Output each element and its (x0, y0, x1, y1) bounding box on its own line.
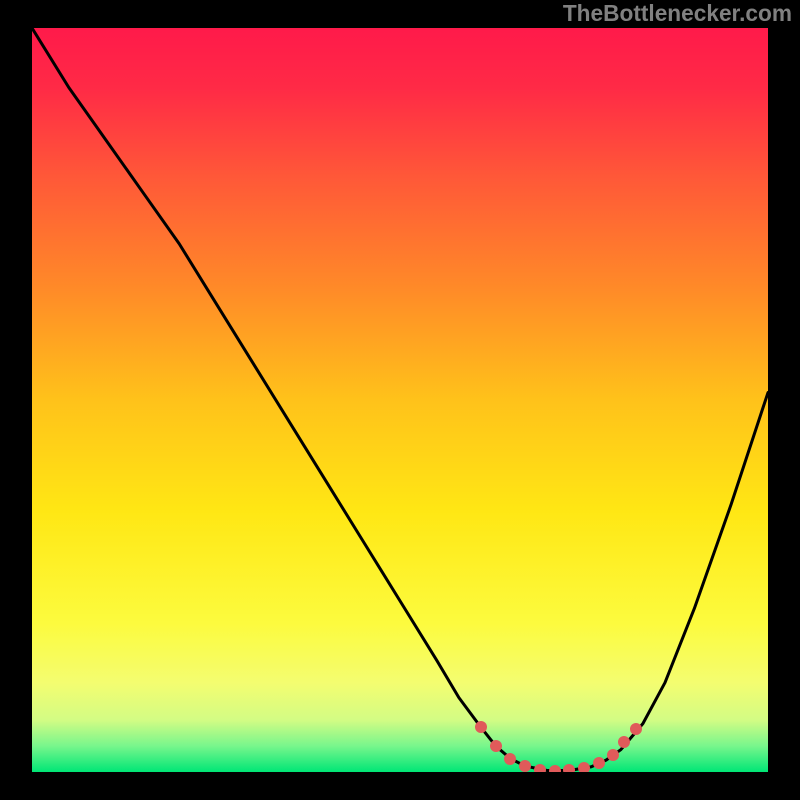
trough-marker (475, 721, 487, 733)
chart-container: TheBottlenecker.com (0, 0, 800, 800)
trough-marker (630, 723, 642, 735)
marker-layer (32, 28, 768, 772)
trough-marker (593, 757, 605, 769)
trough-marker (549, 765, 561, 773)
trough-marker (578, 762, 590, 772)
trough-marker (607, 749, 619, 761)
trough-marker (519, 760, 531, 772)
trough-marker (534, 764, 546, 772)
trough-marker (563, 764, 575, 772)
trough-marker (504, 753, 516, 765)
trough-marker (490, 740, 502, 752)
watermark-text: TheBottlenecker.com (563, 0, 792, 27)
trough-marker (618, 736, 630, 748)
plot-area (32, 28, 768, 772)
